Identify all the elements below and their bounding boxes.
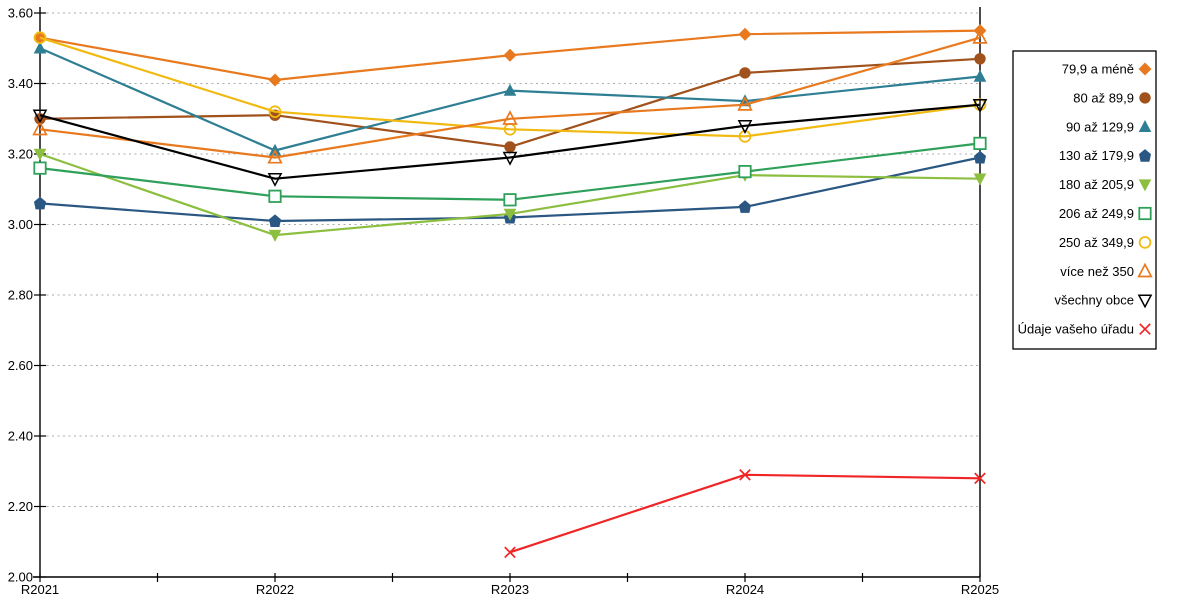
triangle-down-open-marker bbox=[32, 109, 48, 124]
triangle-down-marker bbox=[33, 148, 47, 161]
triangle-open-marker bbox=[502, 110, 518, 125]
legend-label: 250 až 349,9 bbox=[1059, 235, 1134, 250]
x-tick-label: R2025 bbox=[961, 582, 999, 597]
y-tick-label: 3.20 bbox=[8, 147, 33, 162]
triangle-down-marker bbox=[973, 173, 987, 186]
y-tick-label: 3.40 bbox=[8, 76, 33, 91]
x-tick-label: R2022 bbox=[256, 582, 294, 597]
triangle-up-marker bbox=[503, 83, 517, 96]
y-tick-label: 3.00 bbox=[8, 217, 33, 232]
legend-item-130-a-179-9: 130 až 179,9 bbox=[1059, 148, 1151, 163]
legend-pentagon-icon bbox=[1139, 149, 1151, 162]
square-open-marker bbox=[503, 193, 517, 207]
series-v-echny-obce bbox=[32, 98, 988, 187]
square-open-marker bbox=[973, 136, 987, 150]
legend-item-v-ce-ne-350: více než 350 bbox=[1060, 262, 1153, 279]
y-tick-label: 2.00 bbox=[8, 570, 33, 585]
series-206-a-249-9 bbox=[33, 136, 987, 207]
diamond-marker bbox=[503, 48, 517, 62]
triangle-down-open-marker bbox=[502, 151, 518, 166]
series-line bbox=[39, 36, 981, 159]
triangle-down-marker bbox=[268, 229, 282, 242]
circle-marker bbox=[504, 141, 516, 153]
legend-label: 80 až 89,9 bbox=[1073, 90, 1134, 105]
legend-box bbox=[1012, 50, 1157, 350]
triangle-open-marker bbox=[267, 148, 283, 164]
series-line bbox=[39, 36, 981, 138]
legend-item-daje-va-eho-adu: Údaje vašeho úřadu bbox=[1018, 322, 1151, 337]
series-80-a-89-9 bbox=[34, 53, 986, 153]
legend-triangle-down-icon bbox=[1138, 179, 1152, 192]
legend-diamond-icon bbox=[1138, 62, 1152, 76]
legend-label: 79,9 a méně bbox=[1062, 62, 1134, 77]
triangle-up-marker bbox=[973, 69, 987, 82]
square-open-marker bbox=[738, 165, 752, 179]
legend-circle-open-icon bbox=[1138, 236, 1152, 249]
legend-square-open-icon bbox=[1138, 206, 1152, 221]
x-tick-label: R2021 bbox=[21, 582, 59, 597]
legend-label: více než 350 bbox=[1060, 264, 1134, 279]
legend-item-80-a-89-9: 80 až 89,9 bbox=[1073, 90, 1151, 105]
circle-marker bbox=[974, 53, 986, 65]
y-tick-label: 3.60 bbox=[8, 6, 33, 21]
legend-circle-icon bbox=[1139, 92, 1151, 104]
triangle-down-open-marker bbox=[267, 172, 283, 187]
legend-item-250-a-349-9: 250 až 349,9 bbox=[1059, 235, 1152, 250]
diamond-marker bbox=[738, 27, 752, 41]
legend-triangle-down-open-icon bbox=[1137, 294, 1153, 309]
triangle-open-marker bbox=[737, 96, 753, 111]
legend-item-180-a-205-9: 180 až 205,9 bbox=[1059, 177, 1152, 192]
legend-label: 180 až 205,9 bbox=[1059, 177, 1134, 192]
x-marker bbox=[974, 472, 986, 485]
pentagon-marker bbox=[739, 200, 751, 213]
triangle-open-marker bbox=[32, 120, 48, 136]
axes bbox=[33, 7, 981, 582]
pentagon-marker bbox=[269, 214, 281, 227]
series-daje-va-eho-adu bbox=[504, 468, 986, 559]
pentagon-marker bbox=[34, 196, 46, 210]
circle-open-marker bbox=[268, 105, 282, 118]
series-v-ce-ne-350 bbox=[32, 29, 988, 164]
triangle-down-open-marker bbox=[737, 120, 753, 135]
x-marker bbox=[739, 468, 751, 481]
legend-label: 130 až 179,9 bbox=[1059, 148, 1134, 163]
series-line bbox=[509, 473, 981, 554]
pentagon-marker bbox=[974, 150, 986, 164]
triangle-down-open-marker bbox=[972, 98, 988, 113]
circle-open-marker bbox=[33, 31, 47, 45]
y-tick-label: 2.20 bbox=[8, 499, 33, 514]
square-open-marker bbox=[268, 189, 282, 203]
legend-label: všechny obce bbox=[1055, 293, 1135, 308]
y-tick-label: 2.60 bbox=[8, 358, 33, 373]
x-tick-label: R2023 bbox=[491, 582, 529, 597]
y-tick-label: 2.80 bbox=[8, 288, 33, 303]
legend-triangle-open-icon bbox=[1137, 262, 1153, 278]
legend-label: 90 až 129,9 bbox=[1066, 119, 1134, 134]
x-marker bbox=[504, 546, 516, 559]
triangle-up-marker bbox=[33, 41, 47, 54]
diamond-marker bbox=[268, 73, 282, 87]
legend: 79,9 a méně 80 až 89,9 90 až 129,9 130 až 1… bbox=[1012, 50, 1157, 350]
legend-item-79-9-a-m-n: 79,9 a méně bbox=[1062, 62, 1152, 77]
triangle-open-marker bbox=[972, 29, 988, 44]
y-tick-label: 2.40 bbox=[8, 429, 33, 444]
legend-label: 206 až 249,9 bbox=[1059, 206, 1134, 221]
legend-label: Údaje vašeho úřadu bbox=[1018, 322, 1134, 337]
legend-x-icon bbox=[1139, 323, 1151, 335]
triangle-down-marker bbox=[503, 208, 517, 221]
x-tick-label: R2024 bbox=[726, 582, 764, 597]
axis-labels: 2.00 2.20 2.40 2.60 2.80 3.00 3.20 3.40 3.60 R202… bbox=[8, 6, 999, 598]
square-open-marker bbox=[33, 161, 47, 175]
legend-item-v-echny-obce: všechny obce bbox=[1055, 293, 1153, 309]
legend-item-90-a-129-9: 90 až 129,9 bbox=[1066, 119, 1152, 134]
legend-item-206-a-249-9: 206 až 249,9 bbox=[1059, 206, 1152, 221]
series-line bbox=[39, 57, 981, 148]
circle-marker bbox=[739, 67, 751, 79]
gridlines bbox=[41, 12, 980, 507]
series-line bbox=[39, 103, 981, 180]
legend-triangle-up-icon bbox=[1138, 120, 1152, 132]
